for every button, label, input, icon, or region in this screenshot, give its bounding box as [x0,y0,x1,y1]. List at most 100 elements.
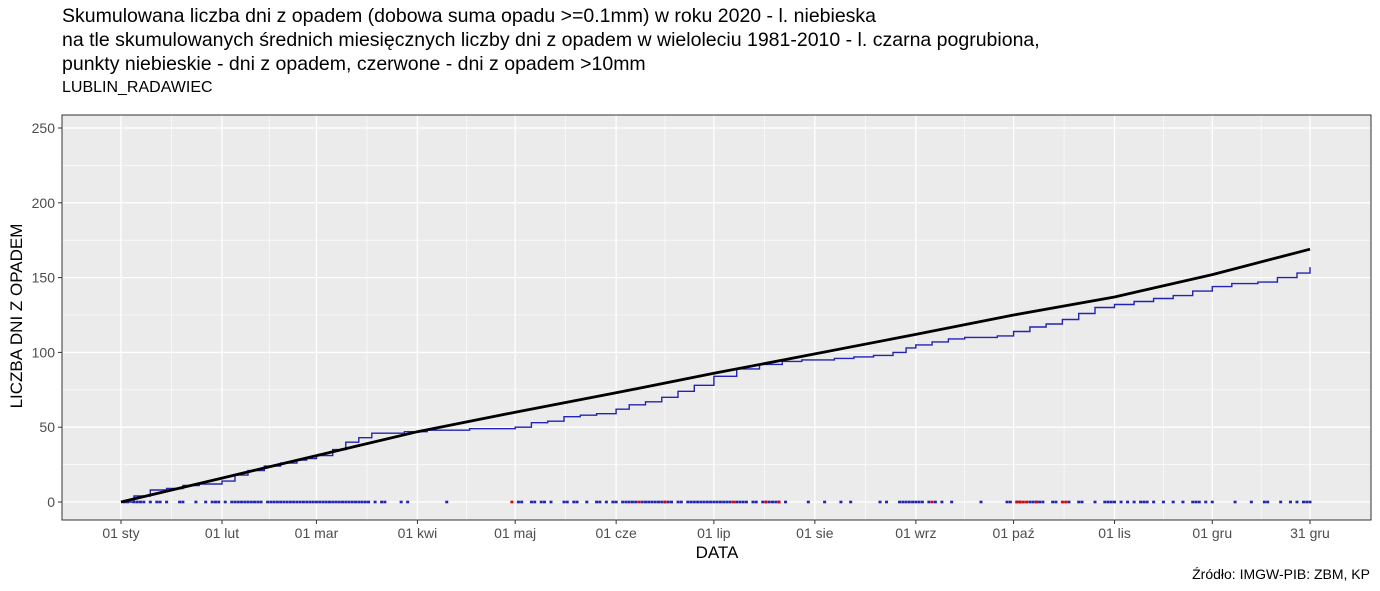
x-tick-label: 01 lis [1098,525,1131,541]
heavy-rain-day-point [930,500,934,504]
rain-day-point [806,500,810,504]
chart-subtitle-station: LUBLIN_RADAWIEC [62,79,213,96]
rain-day-point [1233,500,1237,504]
x-tick-label: 01 mar [295,525,339,541]
x-tick-label: 01 wrz [895,525,936,541]
rain-day-point [575,500,579,504]
rain-day-point [1109,500,1113,504]
chart-title-line-2: na tle skumulowanych średnich miesięczny… [62,29,1040,51]
rain-day-point [1005,500,1009,504]
rain-day-point [165,500,169,504]
rain-day-point [885,500,889,504]
rain-day-point [194,500,198,504]
heavy-rain-day-point [1015,500,1019,504]
rain-day-point [383,500,387,504]
rain-day-point [305,500,309,504]
x-tick-label: 01 gru [1192,525,1232,541]
rain-day-point [1145,500,1149,504]
rain-day-point [754,500,758,504]
rain-day-point [624,500,628,504]
heavy-rain-day-point [764,500,768,504]
rain-day-point [1041,500,1045,504]
rain-day-point [686,500,690,504]
rain-day-point [1181,500,1185,504]
rain-day-point [1171,500,1175,504]
rain-day-point [318,500,322,504]
rain-day-point [236,500,240,504]
rain-day-point [529,500,533,504]
rain-day-point [1194,500,1198,504]
rain-day-point [210,500,214,504]
rain-day-point [301,500,305,504]
rain-day-point [933,500,937,504]
y-tick-label: 150 [32,270,56,286]
rain-day-point [823,500,827,504]
rain-day-point [640,500,644,504]
rain-day-point [1197,500,1201,504]
rain-day-point [1080,500,1084,504]
chart-title-line-3: punkty niebieskie - dni z opadem, czerwo… [62,53,646,75]
heavy-rain-day-point [1025,500,1029,504]
rain-day-point [784,500,788,504]
rain-day-point [344,500,348,504]
plot-border [61,114,1372,521]
rain-day-point [767,500,771,504]
rain-day-point [656,500,660,504]
rain-day-point [1305,500,1309,504]
rain-day-point [1308,500,1312,504]
rain-day-point [295,500,299,504]
rain-day-point [243,500,247,504]
heavy-rain-day-point [1018,500,1022,504]
rain-day-point [1051,500,1055,504]
x-tick-label: 01 paź [993,525,1035,541]
rain-day-point [367,500,371,504]
rain-day-point [549,500,553,504]
rain-day-point [347,500,351,504]
rain-day-point [604,500,608,504]
rain-day-point [1067,500,1071,504]
y-axis-label: LICZBA DNI Z OPADEM [7,224,26,409]
x-tick-label: 01 maj [494,525,536,541]
heavy-rain-day-point [1021,500,1025,504]
heavy-rain-day-point [1034,500,1038,504]
rain-day-point [901,500,905,504]
rain-day-point [204,500,208,504]
rain-day-point [725,500,729,504]
series-2020-line [121,267,1311,503]
rain-day-point [679,500,683,504]
rain-day-point [240,500,244,504]
rain-day-point [158,500,162,504]
rain-day-point [1301,500,1305,504]
rain-day-point [917,500,921,504]
rain-day-point [516,500,520,504]
rain-day-point [181,500,185,504]
rain-day-point [911,500,915,504]
rain-day-point [660,500,664,504]
rain-day-point [692,500,696,504]
rain-day-point [337,500,341,504]
rain-day-point [1161,500,1165,504]
rain-day-point [1031,500,1035,504]
rain-day-point [712,500,716,504]
rain-day-point [213,500,217,504]
y-tick-label: 250 [32,120,56,136]
rain-day-point [728,500,732,504]
rain-day-point [1142,500,1146,504]
rain-day-point [1288,500,1292,504]
rain-day-point [217,500,221,504]
rain-day-point [249,500,253,504]
rain-day-point [360,500,364,504]
rain-day-point [178,500,182,504]
rain-day-point [676,500,680,504]
rain-day-point [920,500,924,504]
rain-day-point [266,500,270,504]
rain-day-point [363,500,367,504]
rain-day-point [311,500,315,504]
rain-day-point [565,500,569,504]
rain-day-point [1139,500,1143,504]
rain-day-point [1126,500,1130,504]
rain-day-point [1028,500,1032,504]
rain-day-point [849,500,853,504]
rain-day-point [334,500,338,504]
x-tick-label: 01 cze [596,525,637,541]
